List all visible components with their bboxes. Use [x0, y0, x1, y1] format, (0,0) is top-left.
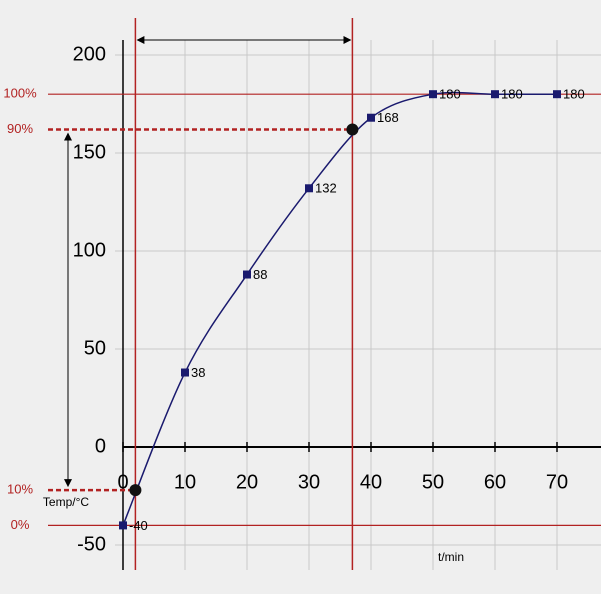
y-tick-label: -50 — [77, 533, 106, 555]
reference-label: 0% — [11, 517, 30, 532]
data-label: 132 — [315, 181, 337, 196]
point — [491, 90, 499, 99]
data-label: 180 — [439, 87, 461, 102]
marker-point — [129, 484, 142, 497]
x-tick-label: 70 — [546, 471, 568, 493]
y-tick-label: 50 — [84, 337, 106, 359]
data-label: -40 — [129, 518, 148, 533]
y-tick-label: 100 — [73, 239, 106, 261]
y-tick-label: 200 — [73, 43, 106, 65]
point — [119, 521, 127, 530]
x-tick-label: 10 — [174, 471, 196, 493]
reference-label: 10% — [7, 482, 33, 497]
point — [553, 90, 561, 99]
reference-label: 100% — [3, 86, 37, 101]
x-tick-label: 30 — [298, 471, 320, 493]
data-label: 180 — [563, 87, 585, 102]
x-tick-label: 20 — [236, 471, 258, 493]
data-label: 180 — [501, 87, 523, 102]
y-tick-label: 0 — [95, 435, 106, 457]
point — [367, 113, 375, 122]
x-tick-label: 60 — [484, 471, 506, 493]
marker-point — [346, 123, 359, 136]
point — [305, 184, 313, 193]
point — [181, 368, 189, 377]
reference-label: 90% — [7, 121, 33, 136]
y-axis-label: Temp/°C — [43, 495, 89, 509]
x-axis-label: t/min — [438, 550, 464, 564]
data-label: 88 — [253, 267, 267, 282]
data-label: 38 — [191, 365, 205, 380]
x-tick-label: 40 — [360, 471, 382, 493]
x-tick-label: 50 — [422, 471, 444, 493]
line — [122, 91, 557, 526]
y-tick-label: 150 — [73, 141, 106, 163]
data-label: 168 — [377, 110, 399, 125]
x-tick-label: 0 — [117, 471, 128, 493]
point — [429, 90, 437, 99]
point — [243, 270, 251, 279]
